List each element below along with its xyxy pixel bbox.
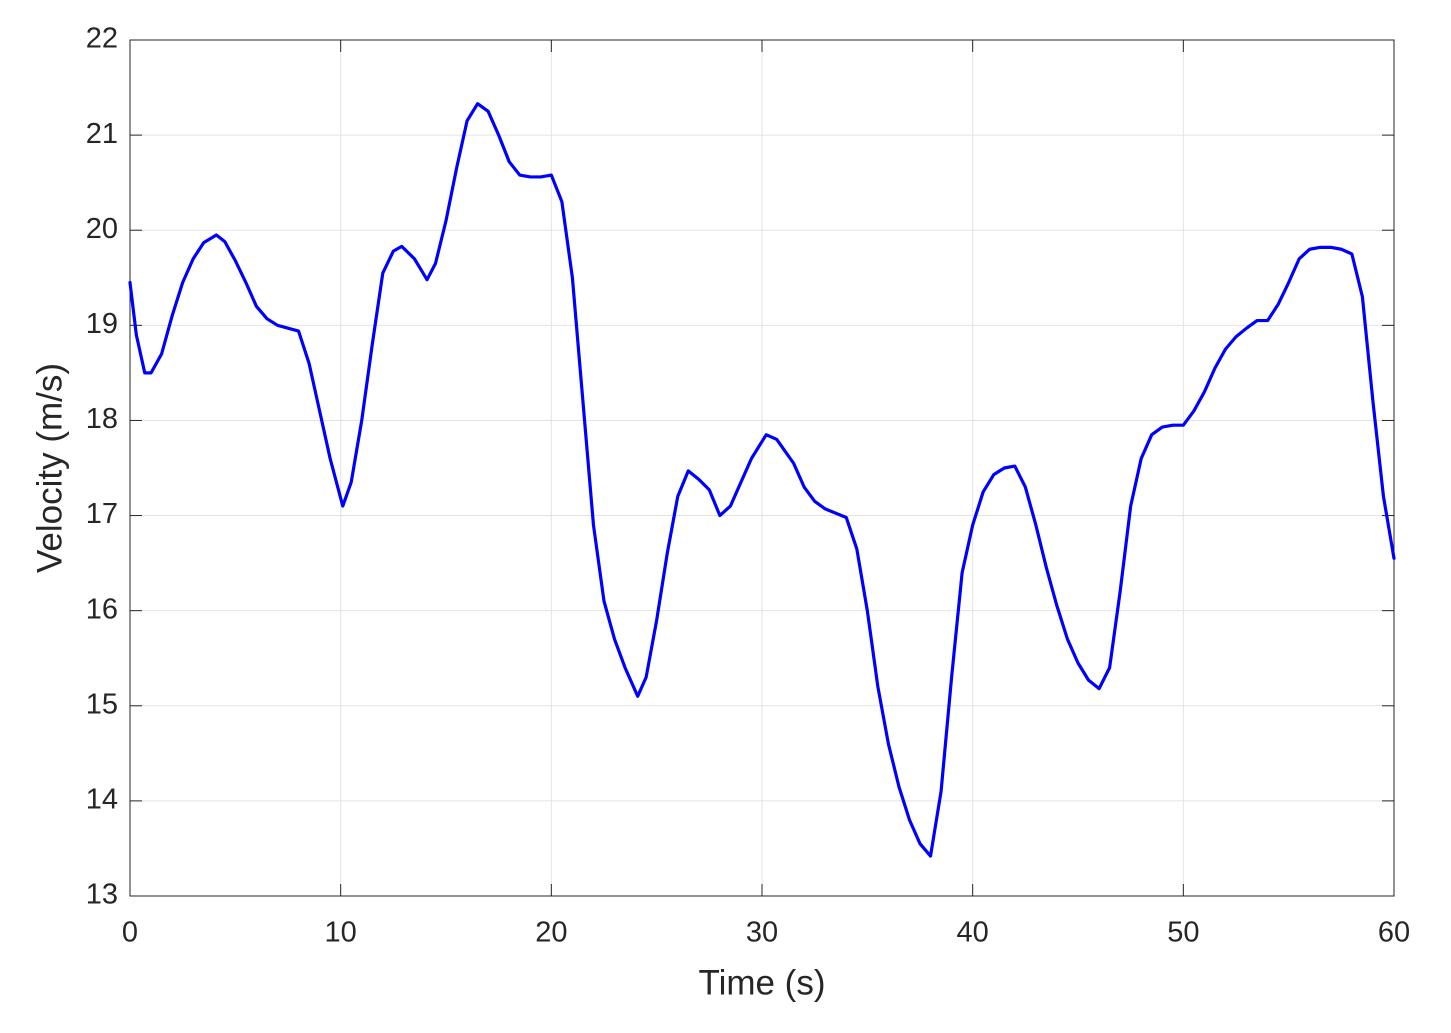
- y-tick-label: 20: [86, 213, 118, 245]
- x-tick-label: 50: [1167, 917, 1199, 949]
- y-axis-label: Velocity (m/s): [30, 363, 69, 573]
- y-tick-label: 19: [86, 308, 118, 340]
- y-tick-label: 18: [86, 403, 118, 435]
- x-tick-label: 40: [957, 917, 989, 949]
- y-tick-label: 22: [86, 23, 118, 55]
- y-tick-label: 15: [86, 688, 118, 720]
- data-line: [128, 102, 1396, 858]
- x-tick-label: 60: [1378, 917, 1410, 949]
- y-tick-label: 14: [86, 784, 118, 816]
- y-tick-label: 13: [86, 879, 118, 911]
- y-tick-label: 16: [86, 593, 118, 625]
- y-tick-label: 21: [86, 118, 118, 150]
- x-tick-label: 30: [746, 917, 778, 949]
- x-tick-label: 20: [535, 917, 567, 949]
- x-axis-label: Time (s): [698, 963, 825, 1002]
- x-tick-label: 10: [325, 917, 357, 949]
- y-tick-label: 17: [86, 498, 118, 530]
- x-tick-label: 0: [122, 917, 138, 949]
